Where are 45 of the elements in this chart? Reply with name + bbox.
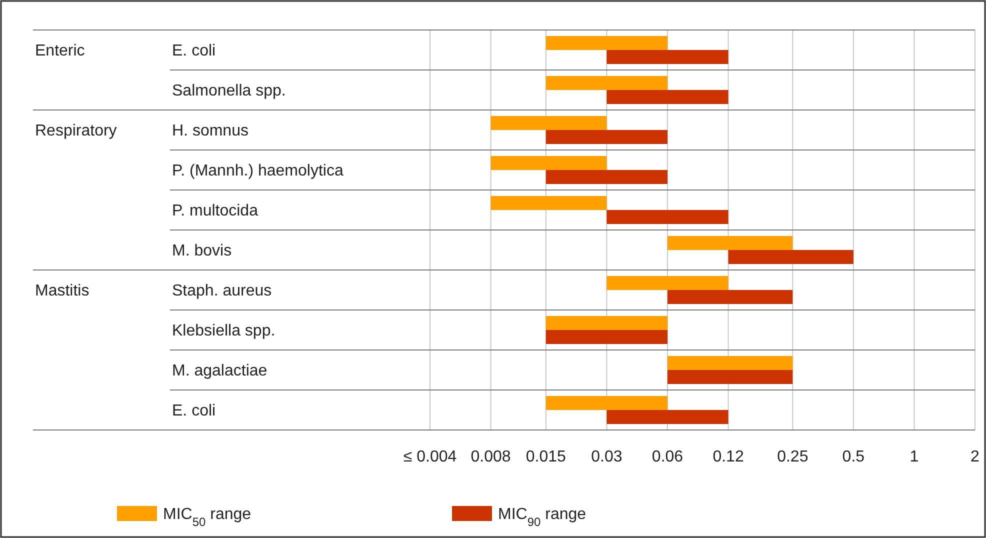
bar — [546, 316, 668, 330]
bar — [490, 196, 607, 210]
x-tick-label: 0.015 — [526, 448, 566, 466]
bar — [546, 130, 668, 144]
x-tick-label: ≤ 0.004 — [403, 448, 457, 466]
legend-label: MIC$_{50}$ range — [163, 506, 252, 529]
x-tick-label: 0.008 — [470, 448, 511, 466]
y-tick-label: M. bovis — [172, 242, 232, 260]
bar — [667, 236, 793, 250]
bar — [490, 156, 607, 170]
bar — [667, 356, 793, 370]
bar — [606, 210, 728, 224]
bar — [606, 90, 728, 104]
text: Respiratory — [35, 122, 117, 140]
bar — [546, 76, 668, 90]
y-tick-label: P. multocida — [172, 202, 258, 220]
bar — [606, 410, 728, 424]
y-tick-label: E. coli — [172, 42, 216, 60]
bar — [667, 290, 793, 304]
y-tick-label: P. (Mannh.) haemolytica — [172, 162, 344, 180]
y-tick-label: Salmonella spp. — [172, 82, 286, 100]
x-tick-label: 0.03 — [591, 448, 622, 466]
bar — [546, 170, 668, 184]
legend-label: MIC$_{90}$ range — [498, 506, 586, 529]
x-tick-label: 0.06 — [652, 448, 684, 466]
x-tick-label: 2 — [970, 448, 980, 466]
bar — [606, 50, 728, 64]
y-tick-label: Staph. aureus — [172, 282, 272, 300]
y-tick-label: M. agalactiae — [172, 362, 268, 380]
bar — [546, 330, 668, 344]
bar — [546, 396, 668, 410]
text: Mastitis — [35, 282, 90, 300]
y-tick-label: Klebsiella spp. — [172, 322, 276, 340]
x-tick-label: 0.5 — [842, 448, 865, 466]
bar — [490, 116, 607, 130]
bar — [546, 36, 668, 50]
bar — [667, 370, 793, 384]
y-tick-label: E. coli — [172, 402, 216, 420]
x-tick-label: 0.25 — [777, 448, 808, 466]
x-tick-label: 1 — [910, 448, 919, 466]
bar — [728, 250, 854, 264]
text: Enteric — [35, 42, 85, 60]
y-tick-label: H. somnus — [172, 122, 248, 140]
x-tick-label: 0.12 — [712, 448, 744, 466]
bar — [606, 276, 728, 290]
